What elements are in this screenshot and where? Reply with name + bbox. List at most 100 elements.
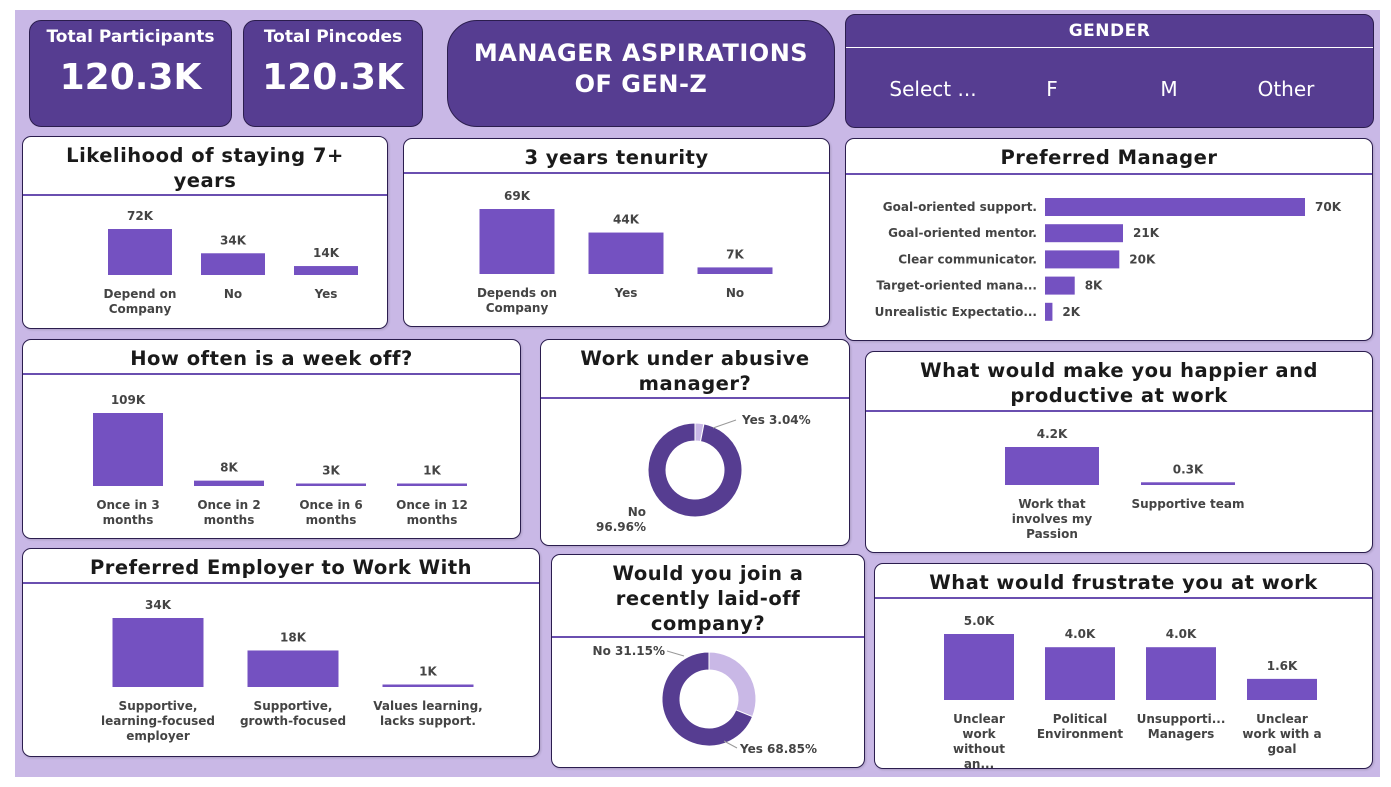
data-label-4: 2K <box>1062 305 1080 319</box>
bar-2 <box>1146 647 1216 700</box>
weekoff-chart: 109K Once in 3 months 8K Once in 2 months 3K On… <box>93 393 468 527</box>
tick-label-1: Once in 2 months <box>197 498 260 527</box>
slicer-option-m[interactable]: M <box>1160 77 1178 101</box>
manager-chart: Goal-oriented support. 70K Goal-oriented m… <box>875 198 1342 321</box>
bar-0 <box>112 618 204 687</box>
data-label-2: 4.0K <box>1166 627 1197 641</box>
bar-1 <box>588 232 664 274</box>
card-frustrate: What would frustrate you at work 5.0K Unc… <box>874 563 1373 771</box>
slicer-option-select[interactable]: Select ... <box>889 77 977 101</box>
bar-0 <box>944 634 1014 700</box>
data-label-1: 34K <box>220 233 247 247</box>
data-label-2: 14K <box>313 246 340 260</box>
data-label-2: 7K <box>726 247 744 261</box>
tick-label-1: Supportive, growth-focused <box>240 699 346 728</box>
data-label-1: 4.0K <box>1065 627 1096 641</box>
slice-no <box>708 651 757 718</box>
card-weekoff: How often is a week off? 109K Once in 3 mo… <box>22 339 521 539</box>
title-divider <box>866 410 1372 412</box>
title-divider <box>552 636 864 638</box>
title-divider <box>404 172 829 174</box>
bar-0 <box>93 413 163 486</box>
title-divider <box>846 173 1372 175</box>
bar-2 <box>697 267 773 274</box>
bar-3 <box>1247 678 1317 700</box>
card-manager: Preferred Manager Goal-oriented support.… <box>845 138 1373 341</box>
card-laidoff: Would you join a recently laid-off compa… <box>551 554 865 768</box>
bar-2 <box>294 266 358 275</box>
tick-label-0: Once in 3 months <box>96 498 159 527</box>
tick-label-2: No <box>726 286 744 300</box>
bar-0 <box>1045 198 1305 216</box>
card-stay7: Likelihood of staying 7+ years 72K Depend… <box>22 136 388 329</box>
kpi-label: Total Participants <box>46 27 215 47</box>
bar-1 <box>247 650 339 687</box>
bar-2 <box>296 483 366 486</box>
data-label-no: No 31.15% <box>593 644 665 658</box>
kpi-value: 120.3K <box>59 57 202 98</box>
bar-1 <box>201 253 265 275</box>
data-label-yes: Yes 68.85% <box>739 742 817 756</box>
data-label-3: 1.6K <box>1267 659 1298 673</box>
tick-label-3: Once in 12 months <box>396 498 468 527</box>
kpi-total-pincodes: Total Pincodes 120.3K <box>243 20 423 127</box>
bar-2 <box>382 684 474 687</box>
bar-0 <box>1005 447 1099 485</box>
bar-2 <box>1045 250 1120 269</box>
data-label-0: 109K <box>111 393 146 407</box>
title-line-1: MANAGER ASPIRATIONS <box>473 39 809 67</box>
kpi-total-participants: Total Participants 120.3K <box>29 20 232 127</box>
data-label-no-name: No <box>628 505 646 519</box>
data-label-0: 34K <box>145 598 172 612</box>
tick-label-1: Supportive team <box>1132 497 1245 511</box>
chart-title: 3 years tenurity <box>524 146 709 169</box>
tick-label-1: Yes <box>614 286 638 300</box>
data-label-1: 8K <box>220 461 238 475</box>
data-label-0: 70K <box>1315 200 1342 214</box>
bar-1 <box>1141 482 1235 485</box>
data-label-0: 5.0K <box>964 614 995 628</box>
title-divider <box>23 373 520 375</box>
tick-label-0: Unclear work without an... <box>953 712 1005 771</box>
slicer-option-f[interactable]: F <box>1046 77 1058 101</box>
slicer-heading: GENDER <box>1068 21 1151 41</box>
tick-label-1: Political Environment <box>1037 712 1124 741</box>
employer-chart: 34K Supportive, learning-focused employer 18… <box>101 598 483 743</box>
laidoff-chart: No 31.15% Yes 68.85% <box>593 644 817 756</box>
stay7-chart: 72K Depend on Company 34K No 14K Yes <box>104 209 358 316</box>
data-label-3: 8K <box>1085 279 1103 293</box>
bar-0 <box>108 229 172 275</box>
bar-4 <box>1045 302 1053 321</box>
bar-0 <box>479 209 555 274</box>
data-label-yes: Yes 3.04% <box>741 413 811 427</box>
leader-line-yes <box>723 740 738 749</box>
bar-3 <box>1045 276 1075 295</box>
data-label-2: 3K <box>322 464 340 478</box>
data-label-1: 21K <box>1133 226 1160 240</box>
title-divider <box>23 194 387 196</box>
leader-line-no <box>666 650 685 657</box>
title-line-2: OF GEN-Z <box>574 70 708 98</box>
bar-3 <box>397 483 467 486</box>
data-label-1: 44K <box>613 213 640 227</box>
chart-title: Would you join a recently laid-off compa… <box>612 562 804 635</box>
gender-slicer: GENDER Select ... F M Other <box>845 14 1374 128</box>
data-label-3: 1K <box>423 464 441 478</box>
tick-label-2: Yes <box>314 287 338 301</box>
data-label-2: 20K <box>1129 252 1156 266</box>
tick-label-0: Depend on Company <box>104 287 177 316</box>
card-tenure3: 3 years tenurity 69K Depends on Company 44K… <box>403 138 830 327</box>
data-label-0: 69K <box>504 189 531 203</box>
kpi-label: Total Pincodes <box>263 27 403 47</box>
data-label-2: 1K <box>419 665 437 679</box>
card-abusive: Work under abusive manager? Yes 3.04% No 9… <box>540 339 850 546</box>
bar-1 <box>1045 224 1123 243</box>
dashboard-title: MANAGER ASPIRATIONS OF GEN-Z <box>447 20 835 127</box>
slicer-option-other[interactable]: Other <box>1257 77 1315 101</box>
tick-label-3: Unclear work with a goal <box>1242 712 1321 756</box>
chart-title: Likelihood of staying 7+ years <box>66 144 344 192</box>
card-employer: Preferred Employer to Work With 34K Suppo… <box>22 548 540 757</box>
frustrate-chart: 5.0K Unclear work without an... 4.0K Political… <box>944 614 1322 771</box>
tick-label-0: Depends on Company <box>477 286 557 315</box>
